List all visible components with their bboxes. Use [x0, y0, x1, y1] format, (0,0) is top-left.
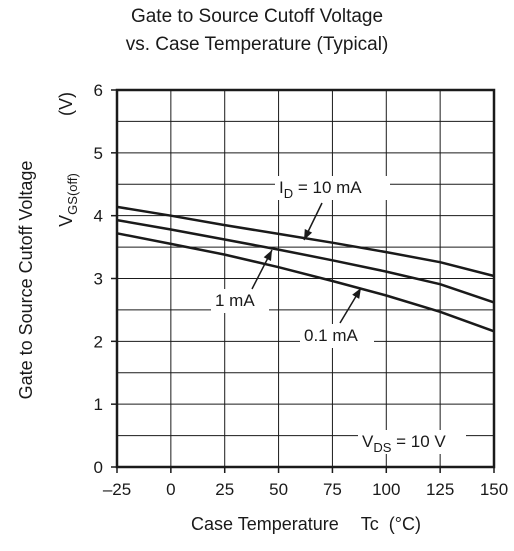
series-line-1ma: [116, 218, 495, 304]
x-tick-label: 0: [166, 480, 175, 499]
label-vds-condition-bg: [358, 430, 466, 454]
label-1ma: 1 mA: [215, 291, 255, 310]
annotations-group: ID = 10 mA 1 mA 0.1 mA VDS = 10 V: [211, 176, 466, 455]
y-axis-label: Gate to Source Cutoff Voltage: [16, 161, 36, 400]
arrow-10ma-head: [304, 229, 313, 240]
x-axis-label: Case Temperature Tc (°C): [191, 514, 421, 534]
y-tick-label: 5: [94, 144, 103, 163]
arrow-0-1ma-head: [352, 288, 361, 299]
x-tick-label: 100: [372, 480, 400, 499]
grid-lines: [116, 89, 495, 468]
series-group: [116, 205, 495, 333]
label-0-1ma: 0.1 mA: [304, 326, 359, 345]
label-id-10ma: ID = 10 mA: [279, 178, 362, 201]
y-tick-label: 4: [94, 207, 103, 226]
x-tick-label: 75: [323, 480, 342, 499]
label-1ma-bg: [211, 289, 269, 313]
y-tick-label: 0: [94, 458, 103, 477]
y-tick-label: 1: [94, 395, 103, 414]
x-tick-label: 50: [269, 480, 288, 499]
x-tick-label: 125: [426, 480, 454, 499]
chart-title-line1: Gate to Source Cutoff Voltage: [130, 6, 384, 27]
series-line-10ma: [116, 205, 495, 278]
series-line-0-1ma: [116, 232, 495, 333]
x-tick-label: 25: [215, 480, 234, 499]
label-id-10ma-bg: [275, 176, 390, 200]
y-axis-unit: (V): [56, 92, 76, 116]
label-vds-condition: VDS = 10 V: [362, 432, 446, 455]
label-0-1ma-bg: [300, 324, 374, 348]
chart-title-line2: vs. Case Temperature (Typical): [125, 34, 389, 55]
arrow-1ma-head: [263, 250, 272, 261]
y-tick-label: 6: [94, 81, 103, 100]
y-tick-label: 2: [94, 332, 103, 351]
x-tick-label: –25: [103, 480, 131, 499]
x-tick-label: 150: [480, 480, 508, 499]
y-axis-symbol: VGS(off): [56, 173, 80, 227]
y-tick-label: 3: [94, 270, 103, 289]
